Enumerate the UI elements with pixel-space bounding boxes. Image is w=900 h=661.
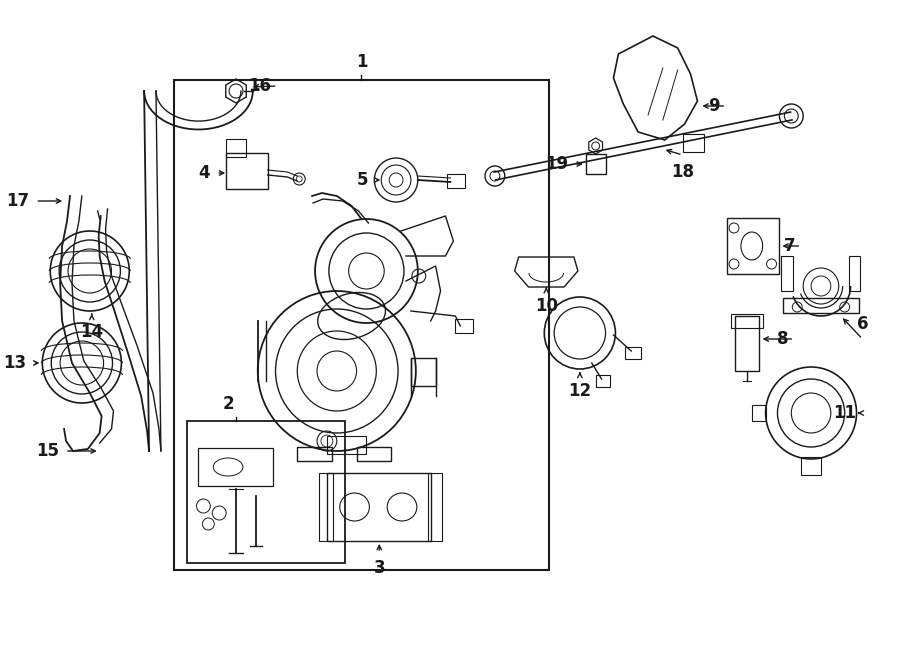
Text: 14: 14 [80, 323, 104, 341]
Bar [682, 134, 705, 152]
Bar [297, 447, 332, 461]
Text: 12: 12 [568, 382, 591, 400]
Text: 11: 11 [833, 404, 857, 422]
Bar [752, 405, 766, 421]
Bar [199, 448, 273, 486]
Bar [411, 358, 436, 386]
Bar [226, 139, 246, 157]
Text: 6: 6 [857, 315, 868, 333]
Bar [447, 174, 465, 188]
Bar [226, 153, 267, 189]
Text: 4: 4 [199, 164, 211, 182]
Text: 5: 5 [357, 171, 368, 189]
Text: 2: 2 [222, 395, 234, 413]
Bar [586, 154, 606, 174]
Text: 3: 3 [374, 559, 385, 577]
Bar [849, 256, 860, 291]
Bar [783, 298, 859, 313]
Bar [428, 473, 442, 541]
Bar [626, 347, 641, 359]
Text: 8: 8 [777, 330, 788, 348]
Bar [327, 436, 366, 454]
Bar [801, 457, 821, 475]
Text: 13: 13 [4, 354, 26, 372]
Bar [735, 316, 759, 371]
Bar [455, 319, 473, 333]
Bar [781, 256, 793, 291]
Text: 16: 16 [248, 77, 272, 95]
Text: 10: 10 [535, 297, 558, 315]
Text: 18: 18 [671, 163, 694, 181]
Text: 17: 17 [6, 192, 30, 210]
Bar [319, 473, 333, 541]
Text: 15: 15 [36, 442, 59, 460]
Text: 1: 1 [356, 53, 367, 71]
Bar [731, 314, 762, 328]
Bar [174, 80, 549, 570]
Bar [327, 473, 431, 541]
Text: 7: 7 [784, 237, 796, 255]
Bar [356, 447, 392, 461]
Text: 19: 19 [544, 155, 568, 173]
Bar [596, 375, 609, 387]
Bar [186, 421, 345, 563]
Text: 9: 9 [708, 97, 720, 115]
